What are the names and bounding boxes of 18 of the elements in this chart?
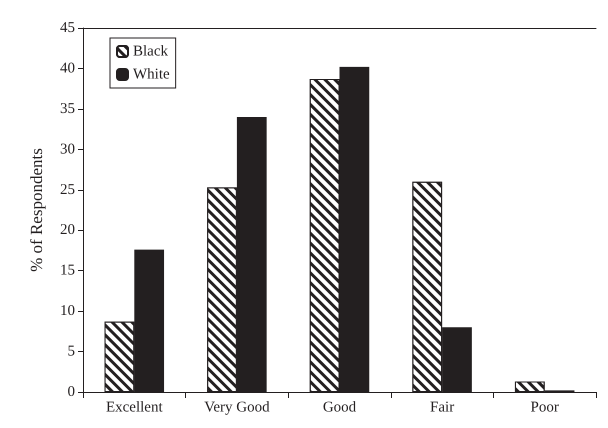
x-tick-label: Good bbox=[322, 400, 357, 416]
y-tick-label: 40 bbox=[60, 60, 75, 76]
y-tick-label: 15 bbox=[60, 262, 75, 279]
y-tick-label: 20 bbox=[60, 222, 75, 238]
y-axis-title: % of Respondents bbox=[27, 148, 46, 272]
y-tick-label: 25 bbox=[60, 182, 75, 198]
y-tick-label: 10 bbox=[60, 303, 75, 320]
x-tick-label: Fair bbox=[430, 400, 454, 416]
y-tick-label: 30 bbox=[60, 141, 75, 158]
x-tick-label: Excellent bbox=[106, 400, 164, 416]
legend-label: Black bbox=[133, 44, 168, 60]
legend-label: White bbox=[133, 66, 170, 82]
y-tick-label: 45 bbox=[60, 20, 75, 36]
x-tick-label: Poor bbox=[530, 400, 559, 416]
x-tick-label: Very Good bbox=[204, 400, 270, 416]
y-tick-label: 5 bbox=[68, 344, 75, 360]
y-tick-label: 0 bbox=[68, 384, 75, 400]
y-tick-label: 35 bbox=[60, 100, 75, 117]
